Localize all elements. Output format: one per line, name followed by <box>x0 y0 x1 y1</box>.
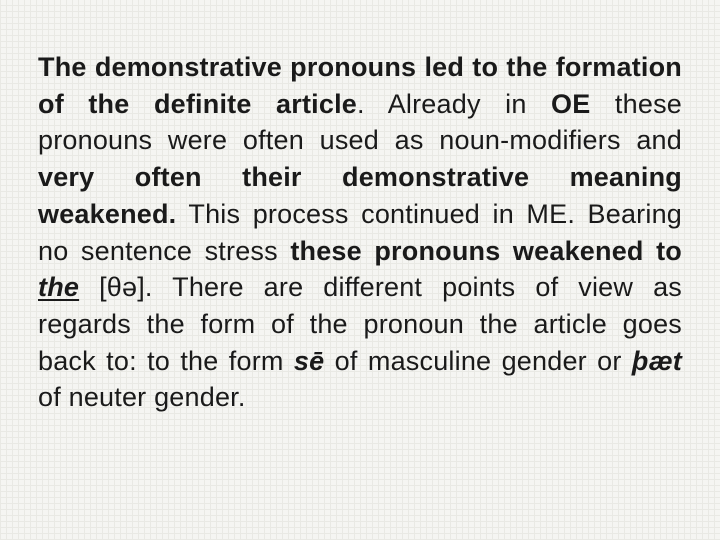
text-run: OE <box>551 89 590 119</box>
text-run: these pronouns weakened to <box>290 236 682 266</box>
body-paragraph: The demonstrative pronouns led to the fo… <box>38 49 682 416</box>
text-run: the <box>38 272 79 302</box>
text-run: þæt <box>632 346 682 376</box>
text-run: of masculine gender or <box>324 346 632 376</box>
text-run: . Already in <box>357 89 551 119</box>
text-run: sē <box>294 346 324 376</box>
text-run: of neuter gender. <box>38 382 246 412</box>
page-content: The demonstrative pronouns led to the fo… <box>0 0 720 540</box>
